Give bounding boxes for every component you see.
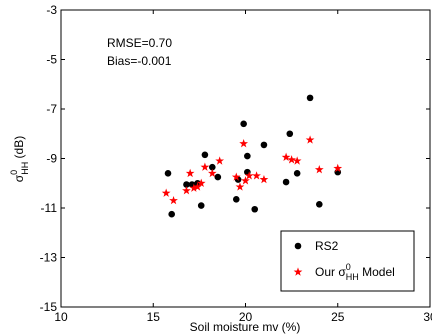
rs2-point	[244, 152, 251, 160]
rs2-point	[197, 202, 205, 209]
rs2-point	[286, 130, 294, 138]
model-point	[252, 171, 261, 180]
y-tick-label: -3	[46, 3, 57, 17]
legend-box	[280, 230, 415, 292]
model-point	[231, 172, 241, 181]
rs2-point	[164, 170, 172, 177]
legend-marker-rs2	[294, 242, 302, 250]
y-axis-label-base: σ	[12, 174, 26, 182]
model-point	[333, 163, 343, 173]
legend-label-rs2: RS2	[315, 239, 339, 253]
rs2-point	[293, 170, 301, 177]
rs2-point	[183, 181, 190, 188]
rs2-point	[260, 141, 268, 149]
model-point	[193, 182, 202, 191]
model-point	[189, 183, 199, 192]
model-point	[287, 155, 296, 164]
y-axis-label-suffix: (dB)	[12, 136, 26, 162]
y-tick-label: -13	[40, 251, 58, 265]
model-point	[244, 171, 254, 180]
x-tick-label: 10	[54, 310, 68, 324]
x-tick-label: 15	[147, 310, 161, 324]
y-tick-label: -11	[41, 201, 58, 215]
model-point	[314, 165, 324, 174]
model-point	[207, 168, 217, 178]
legend-label-model-post: Model	[359, 265, 395, 279]
legend-label-model-sup: 0	[346, 262, 351, 272]
legend-label-model-pre: Our σ	[315, 265, 346, 279]
model-point	[196, 178, 206, 187]
legend-label-model-sub: HH	[346, 272, 359, 282]
rs2-point	[251, 205, 259, 213]
rs2-point	[240, 120, 247, 128]
legend-marker-model	[293, 267, 303, 276]
y-tick-label: -15	[40, 300, 58, 314]
model-point	[185, 168, 195, 178]
rs2-point	[232, 196, 240, 203]
legend-label-model: Our σ0 HH Model	[315, 262, 395, 282]
model-point	[259, 174, 269, 184]
y-tick-label: -5	[46, 53, 57, 67]
y-axis-label: σ0HH (dB)	[9, 136, 30, 182]
model-point	[281, 152, 291, 161]
data-marks	[161, 94, 343, 218]
model-point	[235, 182, 245, 191]
rs2-point	[201, 151, 209, 159]
legend: RS2 Our σ0 HH Model	[280, 230, 415, 292]
y-axis-label-sub: HH	[20, 162, 30, 175]
y-tick-label: -7	[46, 102, 57, 116]
x-tick-label: 30	[423, 310, 432, 324]
y-tick-label: -9	[46, 152, 57, 166]
model-point	[292, 156, 302, 165]
annotation-bias: Bias=-0.001	[107, 54, 172, 68]
rs2-point	[306, 94, 314, 102]
axis-ticks: 10 15 20 25 30 -15 -13 -11 -9 -7 -5 -3	[40, 3, 432, 324]
model-point	[241, 176, 250, 185]
rs2-point	[168, 210, 175, 218]
x-tick-label: 20	[239, 310, 253, 324]
model-point	[215, 156, 225, 165]
model-point	[239, 139, 249, 148]
x-axis-label: Soil moisture mv (%)	[190, 320, 301, 334]
rs2-point	[316, 200, 323, 208]
model-point	[305, 135, 315, 144]
rs2-point	[282, 178, 290, 186]
rs2-point	[208, 163, 216, 171]
model-point	[161, 188, 171, 197]
model-point	[200, 162, 210, 171]
rs2-point	[214, 173, 222, 181]
annotation-rmse: RMSE=0.70	[107, 36, 172, 50]
y-axis-label-sup: 0	[9, 170, 19, 175]
x-tick-label: 25	[331, 310, 345, 324]
model-point	[182, 186, 191, 195]
model-point	[169, 195, 178, 205]
